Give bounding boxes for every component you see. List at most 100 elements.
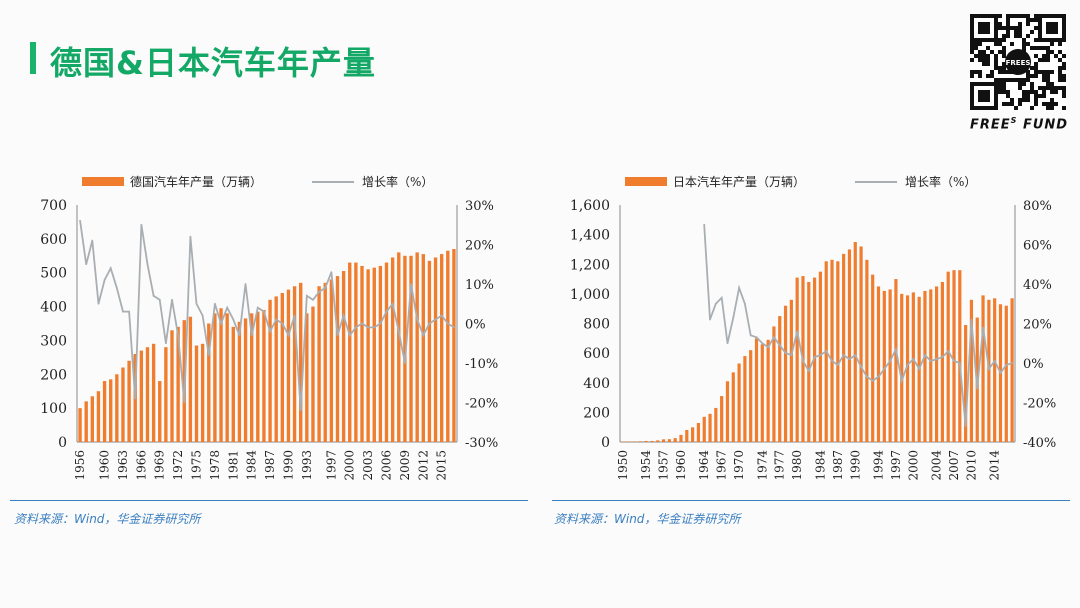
- qr-module: [1002, 82, 1006, 86]
- y-right-tick-label: -30%: [465, 436, 498, 451]
- qr-module: [978, 70, 982, 74]
- qr-module: [1006, 30, 1010, 34]
- bar: [772, 326, 776, 442]
- bar: [673, 438, 677, 442]
- page-title: 德国&日本汽车年产量: [50, 44, 376, 82]
- bar: [274, 296, 278, 442]
- qr-module: [1030, 46, 1034, 50]
- bar: [390, 257, 395, 442]
- qr-module: [1034, 94, 1038, 98]
- qr-module: [970, 58, 974, 62]
- qr-module: [1034, 102, 1038, 106]
- bar: [731, 372, 735, 442]
- growth-point: [367, 326, 370, 329]
- bar: [929, 289, 933, 442]
- qr-module: [1022, 14, 1026, 18]
- growth-point: [877, 375, 880, 378]
- qr-module: [1018, 98, 1022, 102]
- qr-module: [1018, 86, 1022, 90]
- y-left-tick-label: 500: [40, 266, 67, 282]
- qr-module: [986, 74, 990, 78]
- qr-module: [1062, 54, 1066, 58]
- qr-module: [1062, 86, 1066, 90]
- growth-point: [122, 310, 124, 313]
- qr-module: [1038, 70, 1042, 74]
- qr-module: [1010, 78, 1014, 82]
- y-right-tick-label: -20%: [1023, 397, 1056, 412]
- growth-point: [836, 364, 839, 366]
- qr-logo-text: FREES: [1006, 59, 1031, 67]
- growth-point: [263, 310, 265, 313]
- legend-line-label: 增长率（%）: [905, 174, 976, 189]
- qr-module: [1026, 78, 1030, 82]
- y-left-tick-label: 100: [40, 401, 67, 417]
- bar: [946, 271, 950, 442]
- bar: [452, 249, 456, 442]
- bar: [859, 246, 863, 442]
- growth-point: [993, 360, 996, 362]
- bar: [725, 381, 730, 442]
- qr-module: [1062, 78, 1066, 82]
- brand-superscript: S: [1010, 116, 1018, 125]
- growth-point: [807, 370, 810, 372]
- x-tick-label: 1957: [657, 450, 671, 481]
- y-right-tick-label: -40%: [1023, 436, 1056, 451]
- bar: [958, 270, 962, 442]
- qr-module: [1002, 26, 1006, 30]
- bar: [139, 350, 144, 442]
- divider-right: [552, 500, 1070, 501]
- y-left-tick-label: 700: [40, 198, 67, 214]
- qr-module: [1030, 30, 1034, 34]
- bar: [638, 441, 642, 442]
- x-tick-label: 1956: [73, 450, 87, 481]
- qr-module: [998, 78, 1002, 82]
- qr-module: [1026, 98, 1030, 102]
- bar: [164, 347, 168, 442]
- growth-point: [720, 296, 723, 299]
- qr-module: [1014, 34, 1018, 38]
- qr-module: [1026, 94, 1030, 98]
- x-tick-label: 1972: [171, 450, 185, 481]
- y-left-tick-label: 0: [601, 435, 610, 451]
- growth-point: [275, 318, 278, 321]
- growth-point: [391, 302, 394, 305]
- qr-module: [1010, 102, 1014, 106]
- qr-module: [998, 14, 1002, 18]
- legend-bar-swatch: [82, 177, 124, 186]
- qr-module: [982, 58, 986, 62]
- qr-module: [1050, 90, 1054, 94]
- growth-point: [440, 314, 443, 317]
- growth-point: [91, 239, 94, 242]
- growth-point: [281, 322, 284, 325]
- growth-point: [269, 330, 271, 333]
- x-tick-label: 2010: [964, 450, 978, 481]
- x-tick-label: 1990: [281, 450, 295, 481]
- growth-point: [912, 358, 915, 360]
- y-left-tick-label: 1,400: [570, 228, 610, 244]
- bar: [993, 298, 997, 442]
- bar: [795, 277, 799, 442]
- qr-module: [994, 66, 998, 70]
- growth-point: [226, 306, 229, 309]
- bar: [644, 440, 648, 442]
- qr-module: [1042, 94, 1046, 98]
- source-note-left: 资料来源：Wind，华金证券研究所: [14, 512, 201, 526]
- qr-module: [1046, 50, 1050, 54]
- qr-module: [1026, 34, 1030, 38]
- bar: [305, 313, 309, 442]
- growth-point: [813, 356, 816, 358]
- qr-module: [982, 50, 986, 54]
- legend-line-label: 增长率（%）: [362, 174, 433, 189]
- brand-name: FREE: [970, 117, 1011, 133]
- qr-module: [998, 82, 1002, 86]
- growth-point: [918, 368, 921, 370]
- growth-point: [738, 287, 740, 289]
- qr-module: [1018, 14, 1022, 18]
- qr-module: [1018, 102, 1022, 106]
- growth-point: [743, 302, 746, 305]
- growth-point: [177, 334, 180, 337]
- growth-point: [825, 350, 828, 353]
- growth-point: [446, 322, 449, 325]
- germany-chart: 德国汽车年产量（万辆） 增长率（%） 0 100 200 300 400 500 600 700 -…: [40, 174, 498, 481]
- x-tick-label: 1967: [715, 450, 729, 481]
